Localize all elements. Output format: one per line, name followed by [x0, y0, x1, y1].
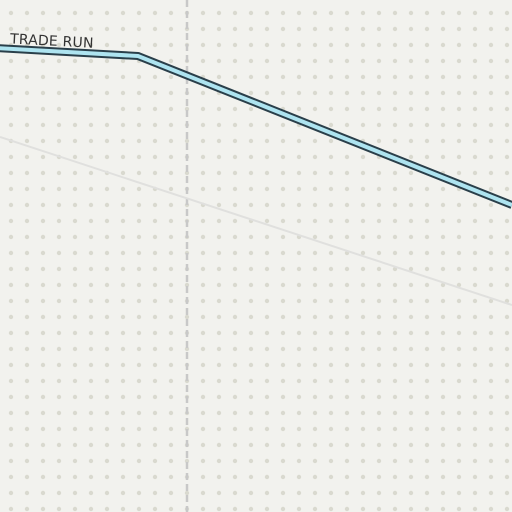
minor-road [0, 136, 512, 306]
stream-line[interactable] [0, 46, 512, 207]
stream-label: TRADE RUN [9, 31, 94, 51]
